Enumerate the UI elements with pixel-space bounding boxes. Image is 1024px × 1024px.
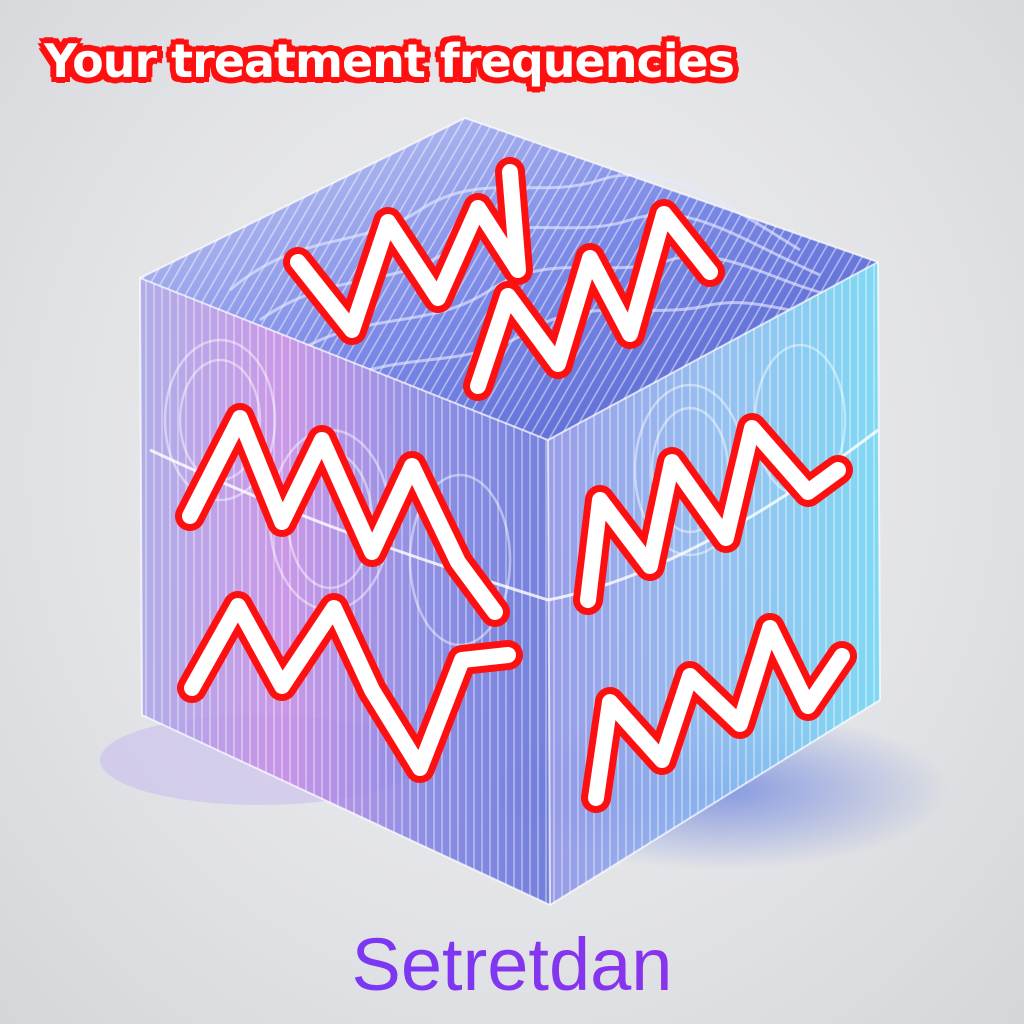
- zigzag-wave-icon: [283, 157, 533, 345]
- zigzag-waves: [175, 157, 857, 813]
- zigzag-wave-icon: [177, 591, 523, 783]
- page-title: Your treatment frequencies: [43, 33, 737, 90]
- zigzag-wave-icon: [573, 413, 853, 615]
- zigzag-wave-icon: [463, 199, 725, 401]
- caption-text: Setretdan: [0, 915, 1024, 1015]
- zigzag-wave-icon: [175, 403, 510, 627]
- cube-edges: [139, 116, 882, 907]
- zigzag-wave-icon: [581, 613, 857, 813]
